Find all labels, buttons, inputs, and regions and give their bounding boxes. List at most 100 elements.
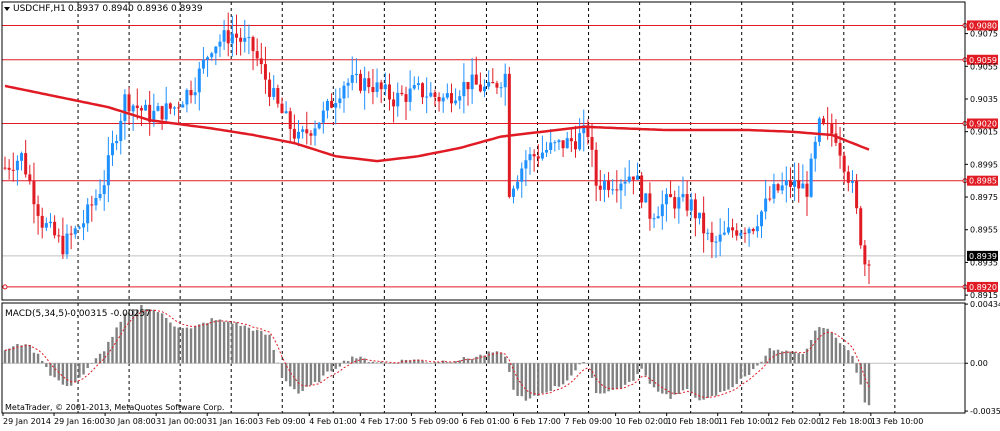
macd-bar[interactable] <box>90 363 94 364</box>
macd-bar[interactable] <box>268 334 271 364</box>
candle-body[interactable] <box>193 92 197 96</box>
candle-body[interactable] <box>139 108 143 111</box>
candle-body[interactable] <box>7 167 11 170</box>
candle-body[interactable] <box>445 93 449 98</box>
macd-bar[interactable] <box>384 362 387 364</box>
macd-bar[interactable] <box>706 363 709 398</box>
macd-bar[interactable] <box>280 363 284 378</box>
macd-bar[interactable] <box>470 359 474 364</box>
macd-bar[interactable] <box>69 363 73 386</box>
candle-body[interactable] <box>652 218 656 220</box>
candle-body[interactable] <box>288 111 292 129</box>
macd-bar[interactable] <box>867 363 871 406</box>
candle-body[interactable] <box>764 198 768 212</box>
macd-bar[interactable] <box>111 336 114 364</box>
macd-bar[interactable] <box>780 351 784 364</box>
candle-body[interactable] <box>511 188 515 197</box>
candle-body[interactable] <box>90 204 94 206</box>
macd-bar[interactable] <box>301 363 304 391</box>
macd-bar[interactable] <box>446 362 449 364</box>
candle-body[interactable] <box>801 183 805 189</box>
candle-body[interactable] <box>681 194 685 198</box>
candle-body[interactable] <box>619 183 623 191</box>
candle-body[interactable] <box>15 160 19 171</box>
candle-body[interactable] <box>425 96 429 98</box>
candle-body[interactable] <box>726 227 730 233</box>
candle-body[interactable] <box>354 73 358 76</box>
candle-body[interactable] <box>846 171 850 183</box>
candle-body[interactable] <box>367 78 371 88</box>
candle-body[interactable] <box>524 160 528 169</box>
macd-bar[interactable] <box>309 363 313 386</box>
candle-body[interactable] <box>863 245 867 265</box>
macd-bar[interactable] <box>491 352 495 364</box>
macd-bar[interactable] <box>284 363 288 382</box>
macd-bar[interactable] <box>177 327 180 364</box>
candle-body[interactable] <box>611 189 615 191</box>
candle-body[interactable] <box>3 167 7 169</box>
macd-bar[interactable] <box>243 325 246 364</box>
macd-bar[interactable] <box>392 363 395 364</box>
macd-bar[interactable] <box>173 326 176 364</box>
macd-bar[interactable] <box>685 363 689 389</box>
macd-bar[interactable] <box>487 351 490 364</box>
macd-bar[interactable] <box>227 321 230 364</box>
macd-bar[interactable] <box>408 360 412 364</box>
candle-body[interactable] <box>292 128 296 139</box>
candle-body[interactable] <box>718 234 722 242</box>
macd-bar[interactable] <box>479 354 482 364</box>
candle-body[interactable] <box>379 82 383 90</box>
candle-body[interactable] <box>842 155 846 172</box>
candle-body[interactable] <box>859 208 863 246</box>
macd-bar[interactable] <box>785 350 788 364</box>
macd-bar[interactable] <box>140 304 143 364</box>
macd-bar[interactable] <box>648 363 652 384</box>
candle-body[interactable] <box>77 227 81 229</box>
candle-body[interactable] <box>20 153 24 161</box>
candle-body[interactable] <box>110 143 114 156</box>
macd-bar[interactable] <box>520 363 523 397</box>
candle-body[interactable] <box>400 92 404 95</box>
macd-bar[interactable] <box>628 363 631 382</box>
candle-body[interactable] <box>144 104 148 111</box>
macd-bar[interactable] <box>363 358 366 364</box>
candle-body[interactable] <box>98 194 102 199</box>
candle-body[interactable] <box>437 96 441 102</box>
macd-bar[interactable] <box>12 346 15 364</box>
candle-body[interactable] <box>834 133 838 143</box>
macd-bar[interactable] <box>41 360 44 364</box>
candle-body[interactable] <box>735 230 739 236</box>
candle-body[interactable] <box>230 33 234 44</box>
candle-body[interactable] <box>334 103 338 108</box>
macd-bar[interactable] <box>165 317 168 364</box>
macd-bar[interactable] <box>222 321 226 364</box>
macd-bar[interactable] <box>359 356 362 364</box>
candle-body[interactable] <box>263 64 267 80</box>
candle-body[interactable] <box>387 84 391 100</box>
candle-body[interactable] <box>838 142 842 156</box>
candle-body[interactable] <box>321 110 325 123</box>
macd-bar[interactable] <box>768 348 771 364</box>
candle-body[interactable] <box>768 198 772 200</box>
candle-body[interactable] <box>673 197 677 209</box>
macd-bar[interactable] <box>231 323 234 364</box>
candle-body[interactable] <box>549 142 553 150</box>
macd-bar[interactable] <box>599 363 602 394</box>
macd-bar[interactable] <box>615 363 619 389</box>
candle-body[interactable] <box>32 181 36 205</box>
candle-body[interactable] <box>631 176 635 180</box>
macd-bar[interactable] <box>123 313 127 364</box>
macd-bar[interactable] <box>830 332 833 364</box>
candle-body[interactable] <box>594 149 598 186</box>
macd-bar[interactable] <box>313 363 317 382</box>
candle-body[interactable] <box>817 118 821 142</box>
candle-body[interactable] <box>28 174 32 182</box>
candle-body[interactable] <box>772 184 776 199</box>
macd-bar[interactable] <box>801 353 805 364</box>
candle-body[interactable] <box>36 204 40 216</box>
macd-bar[interactable] <box>181 327 184 364</box>
macd-bar[interactable] <box>417 359 420 364</box>
candle-body[interactable] <box>747 228 751 234</box>
macd-bar[interactable] <box>669 363 672 399</box>
